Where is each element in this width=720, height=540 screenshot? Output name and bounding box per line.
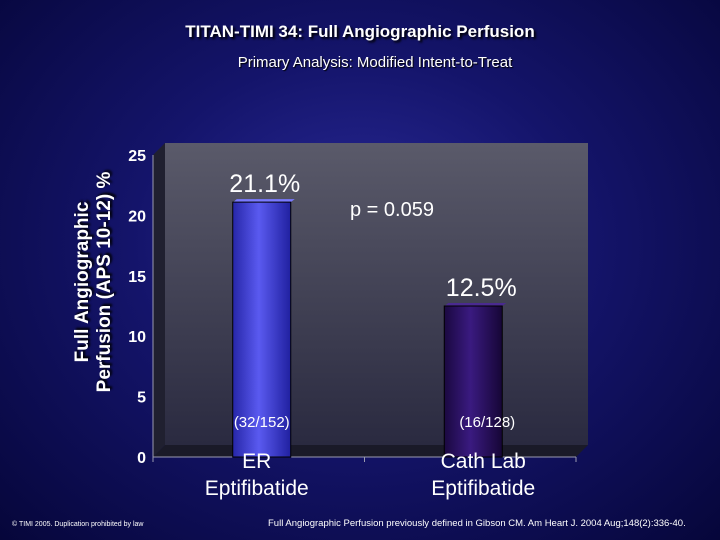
- bar-top-face: [233, 199, 295, 203]
- bar-top-face: [444, 303, 507, 306]
- x-category-label: Eptifibatide: [205, 477, 309, 500]
- x-category-label: Eptifibatide: [431, 477, 535, 500]
- y-tick-label: 5: [137, 390, 146, 407]
- bar-value-label: 21.1%: [229, 170, 300, 198]
- bar-count-label: (32/152): [234, 414, 290, 431]
- bar-count-label: (16/128): [459, 414, 515, 431]
- y-tick-label: 25: [128, 148, 146, 165]
- bar-1: [232, 201, 292, 458]
- y-tick-label: 10: [128, 329, 146, 346]
- bar-value-label: 12.5%: [446, 274, 517, 302]
- footnote-text: Full Angiographic Perfusion previously d…: [268, 518, 686, 529]
- y-tick-label: 20: [128, 208, 146, 225]
- x-category-label: ER: [242, 450, 271, 473]
- y-tick-label: 15: [128, 269, 146, 286]
- y-tick-label: 0: [137, 450, 146, 467]
- plot-area-side: [153, 143, 165, 457]
- chart-title: TITAN-TIMI 34: Full Angiographic Perfusi…: [185, 22, 535, 41]
- copyright-text: © TIMI 2005. Duplication prohibited by l…: [12, 520, 144, 528]
- p-value-label: p = 0.059: [350, 199, 434, 221]
- chart-subtitle: Primary Analysis: Modified Intent-to-Tre…: [237, 54, 513, 71]
- x-category-label: Cath Lab: [441, 450, 526, 473]
- bar-2: [443, 305, 503, 458]
